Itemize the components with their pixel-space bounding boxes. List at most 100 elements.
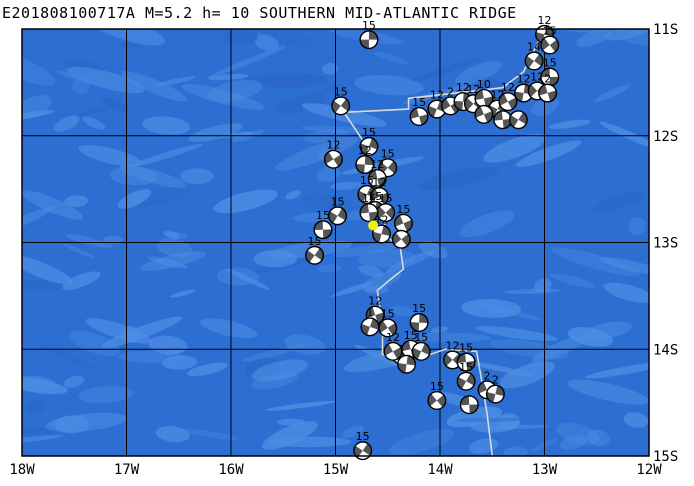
bathymetry-patch <box>22 206 55 237</box>
bathymetry-patch <box>82 116 106 130</box>
bathymetry-patch <box>551 247 640 277</box>
mechanism-label: 15 <box>368 190 382 203</box>
y-tick-label: 11S <box>653 22 678 38</box>
bathymetry-patch <box>587 429 610 446</box>
bathymetry-patch <box>208 46 286 78</box>
bathymetry-patch <box>548 119 591 129</box>
bathymetry-patch <box>461 298 521 318</box>
bathymetry-patch <box>117 189 152 209</box>
bathymetry-patch <box>25 399 46 415</box>
bathymetry-patch <box>207 73 249 81</box>
bathymetry-patch <box>142 116 191 135</box>
bathymetry-patch <box>55 70 84 82</box>
bathymetry-patch <box>216 267 259 286</box>
bathymetry-patch <box>385 250 435 273</box>
focal-mechanism <box>493 110 513 130</box>
bathymetry-patch <box>213 189 278 214</box>
bathymetry-patch <box>253 250 298 268</box>
bathymetry-patch <box>567 379 649 405</box>
bathymetry-patch <box>628 217 647 236</box>
mechanism-label: 15 <box>543 25 557 38</box>
mechanism-label: 15 <box>308 235 322 248</box>
focal-mechanism: 15 <box>376 192 396 223</box>
bathymetry-patch <box>373 51 409 65</box>
focal-mechanism: 15 <box>456 361 476 391</box>
focal-mechanism: 12 <box>323 139 343 169</box>
bathymetry-patch <box>515 140 582 168</box>
bathymetry-patch <box>77 104 116 117</box>
bathymetry-patch <box>499 361 555 389</box>
bathymetry-patch <box>22 254 73 285</box>
focal-mechanism: 15 <box>328 195 348 226</box>
bathymetry-patch <box>584 361 649 379</box>
x-tick-label: 16W <box>218 462 244 478</box>
focal-mechanism <box>508 110 528 130</box>
bathymetry-patch <box>358 265 384 278</box>
focal-mechanism: 15 <box>305 235 325 265</box>
focal-mechanism: 15 <box>331 85 351 116</box>
bathymetry-patch <box>430 326 448 334</box>
bathymetry-patch <box>140 251 206 271</box>
y-tick-label: 14S <box>653 342 678 358</box>
bathymetry-patch <box>220 131 256 139</box>
bathymetry-patch <box>275 136 359 171</box>
bathymetry-patch <box>116 42 139 48</box>
bathymetry-patch <box>342 425 364 438</box>
bathymetry-patch <box>155 76 196 86</box>
focal-mechanism: 15 <box>409 302 429 333</box>
focal-mechanism: 12 <box>371 213 391 244</box>
bathymetry-patch <box>244 73 329 88</box>
mechanism-label: 15 <box>404 329 418 342</box>
mechanism-label: 15 <box>360 174 374 187</box>
bathymetry-patch <box>560 435 587 451</box>
focal-mechanism: 12 <box>355 144 375 175</box>
bathymetry-patch <box>556 422 600 445</box>
mechanism-label: 12 <box>326 139 340 152</box>
bathymetry-patch <box>550 273 597 288</box>
focal-mechanism: 15 <box>427 380 447 410</box>
mechanism-label: 15 <box>396 203 410 216</box>
bathymetry-patch <box>251 359 308 382</box>
bathymetry-patch <box>117 350 184 363</box>
mechanism-label: 12 <box>456 81 470 94</box>
bathymetry-patch <box>454 61 503 86</box>
bathymetry-patch <box>603 282 649 303</box>
bathymetry-patch <box>63 243 95 259</box>
x-tick-label: 18W <box>9 462 35 478</box>
focal-mechanism: 15 <box>456 342 476 372</box>
bathymetry-patch <box>67 66 145 94</box>
focal-mechanism: 2 <box>538 73 558 103</box>
focal-mechanism: 15 <box>378 307 398 338</box>
focal-mechanism: 15 <box>540 25 560 55</box>
bathymetry-patch <box>446 406 503 428</box>
mechanism-label: 10 <box>477 78 491 91</box>
bathymetry-patch <box>483 133 547 163</box>
focal-mechanism: 12 <box>443 339 463 370</box>
mechanism-label: 2 <box>447 85 454 98</box>
y-axis-ticks: 11S 12S 13S 14S 15S <box>653 22 678 465</box>
bathymetry-patch <box>503 446 529 456</box>
bathymetry-patch <box>354 75 424 96</box>
focal-mechanism: 1 <box>360 306 380 337</box>
focal-mechanism <box>474 104 494 124</box>
bathymetry-patch <box>187 362 228 377</box>
bathymetry-patch <box>582 321 632 340</box>
focal-mechanism: 12 <box>498 81 518 112</box>
bathymetry-patch <box>285 83 343 108</box>
mechanism-label: 15 <box>362 192 376 205</box>
bathymetry-patch <box>53 115 80 132</box>
focal-mechanism: 12 <box>369 176 389 207</box>
y-tick-label: 15S <box>653 449 678 465</box>
mechanism-label: 2 <box>544 73 551 86</box>
focal-mechanism: 15 <box>393 203 413 233</box>
bathymetry-patch <box>119 164 187 188</box>
bathymetry-patch <box>594 84 630 103</box>
bathymetry-patch <box>301 125 369 134</box>
bathymetry-patch <box>623 412 649 428</box>
bathymetry-patch <box>417 166 500 191</box>
mechanism-label: 15 <box>430 380 444 393</box>
bathymetry-patch <box>389 429 454 456</box>
bathymetry-patch <box>261 421 318 450</box>
mechanism-label: 12 <box>430 89 444 102</box>
